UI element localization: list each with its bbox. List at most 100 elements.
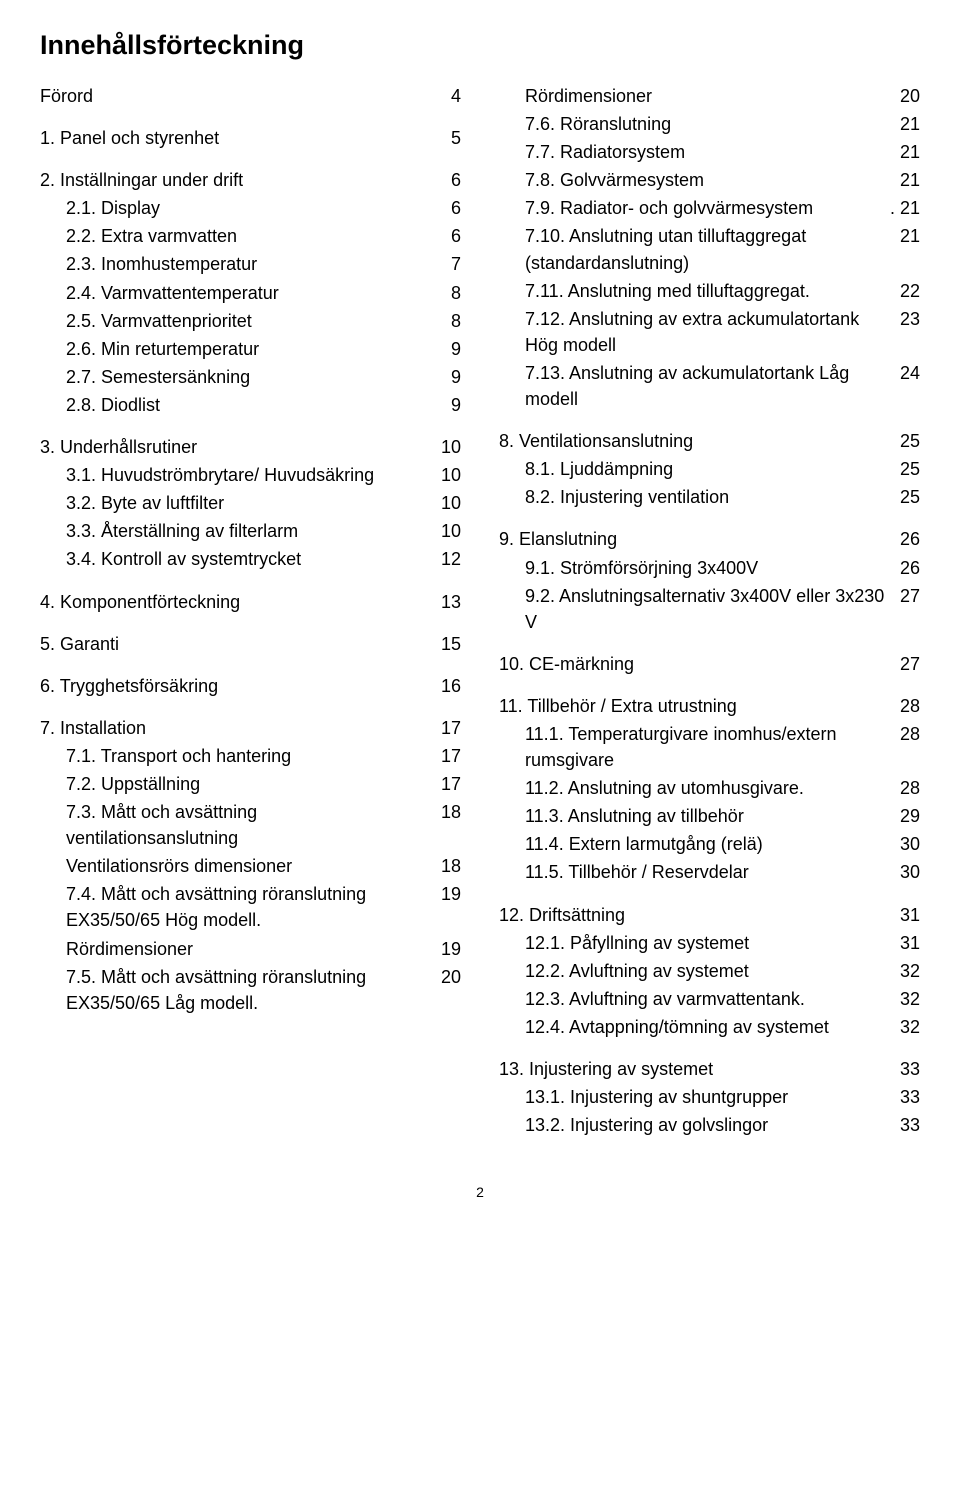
toc-page-number: 21 (896, 139, 920, 165)
toc-label: Rördimensioner (525, 83, 652, 109)
toc-entry: 3.1. Huvudströmbrytare/ Huvudsäkring10 (40, 462, 461, 488)
toc-page-number: 26 (896, 526, 920, 552)
toc-page-number: 10 (437, 490, 461, 516)
toc-group: Rördimensioner207.6. Röranslutning217.7.… (499, 83, 920, 412)
toc-entry: 9.1. Strömförsörjning 3x400V26 (499, 555, 920, 581)
toc-page-number: . 21 (886, 195, 920, 221)
toc-entry: 2.6. Min returtemperatur 9 (40, 336, 461, 362)
toc-group: 1. Panel och styrenhet5 (40, 125, 461, 151)
toc-page-number: 29 (896, 803, 920, 829)
toc-entry: 2.4. Varmvattentemperatur8 (40, 280, 461, 306)
toc-page-number: 21 (896, 223, 920, 249)
toc-page-number: 8 (447, 308, 461, 334)
toc-label: 2.6. Min returtemperatur (66, 336, 259, 362)
toc-entry: 2.1. Display6 (40, 195, 461, 221)
toc-page-number: 27 (896, 583, 920, 609)
toc-page-number: 25 (896, 456, 920, 482)
toc-page-number: 9 (447, 336, 461, 362)
toc-page-number: 17 (437, 771, 461, 797)
toc-entry: 7.1. Transport och hantering17 (40, 743, 461, 769)
toc-page-number: 21 (896, 111, 920, 137)
toc-entry: Ventilationsrörs dimensioner18 (40, 853, 461, 879)
toc-entry: 13. Injustering av systemet33 (499, 1056, 920, 1082)
toc-entry: 12.2. Avluftning av systemet32 (499, 958, 920, 984)
toc-label: 7.9. Radiator- och golvvärmesystem (525, 195, 813, 221)
toc-page-number: 33 (896, 1112, 920, 1138)
toc-label: 11.5. Tillbehör / Reservdelar (525, 859, 749, 885)
toc-entry: 2.3. Inomhustemperatur7 (40, 251, 461, 277)
toc-entry: 7.6. Röranslutning 21 (499, 111, 920, 137)
toc-group: Förord4 (40, 83, 461, 109)
toc-entry: 12.4. Avtappning/tömning av systemet32 (499, 1014, 920, 1040)
toc-entry: 12.1. Påfyllning av systemet 31 (499, 930, 920, 956)
toc-label: 13.1. Injustering av shuntgrupper (525, 1084, 788, 1110)
toc-label: 8.1. Ljuddämpning (525, 456, 673, 482)
toc-page-number: 10 (437, 462, 461, 488)
toc-page-number: 19 (437, 881, 461, 907)
toc-page-number: 18 (437, 853, 461, 879)
toc-label: 9.1. Strömförsörjning 3x400V (525, 555, 758, 581)
toc-label: Rördimensioner (66, 936, 193, 962)
toc-entry: Förord4 (40, 83, 461, 109)
toc-label: 10. CE-märkning (499, 651, 634, 677)
toc-label: 2.8. Diodlist (66, 392, 160, 418)
toc-label: 9. Elanslutning (499, 526, 617, 552)
toc-entry: 9.2. Anslutningsalternativ 3x400V eller … (499, 583, 920, 635)
toc-entry: 2.8. Diodlist 9 (40, 392, 461, 418)
toc-label: 7. Installation (40, 715, 146, 741)
toc-page-number: 17 (437, 715, 461, 741)
toc-label: 12.1. Påfyllning av systemet (525, 930, 749, 956)
toc-entry: 4. Komponentförteckning13 (40, 589, 461, 615)
toc-page-number: 10 (437, 518, 461, 544)
toc-page-number: 18 (437, 799, 461, 825)
toc-page-number: 13 (437, 589, 461, 615)
toc-page-number: 6 (447, 167, 461, 193)
toc-entry: 7.5. Mått och avsättning röranslutning E… (40, 964, 461, 1016)
toc-entry: 7.13. Anslutning av ackumulatortank Låg … (499, 360, 920, 412)
toc-label: 3.2. Byte av luftfilter (66, 490, 224, 516)
toc-label: 5. Garanti (40, 631, 119, 657)
toc-page-number: 7 (447, 251, 461, 277)
toc-page-number: 22 (896, 278, 920, 304)
toc-page-number: 33 (896, 1084, 920, 1110)
toc-entry: 11.5. Tillbehör / Reservdelar30 (499, 859, 920, 885)
toc-entry: 13.2. Injustering av golvslingor33 (499, 1112, 920, 1138)
toc-entry: 8.2. Injustering ventilation25 (499, 484, 920, 510)
toc-entry: 1. Panel och styrenhet5 (40, 125, 461, 151)
toc-page-number: 31 (896, 930, 920, 956)
toc-page-number: 9 (447, 392, 461, 418)
toc-page-number: 24 (896, 360, 920, 386)
toc-entry: 5. Garanti 15 (40, 631, 461, 657)
toc-label: 11.3. Anslutning av tillbehör (525, 803, 744, 829)
toc-group: 12. Driftsättning3112.1. Påfyllning av s… (499, 902, 920, 1040)
toc-page-number: 12 (437, 546, 461, 572)
toc-page-number: 27 (896, 651, 920, 677)
toc-label: 1. Panel och styrenhet (40, 125, 219, 151)
toc-label: 7.6. Röranslutning (525, 111, 671, 137)
toc-group: 7. Installation177.1. Transport och hant… (40, 715, 461, 1016)
toc-entry: 7.9. Radiator- och golvvärmesystem . 21 (499, 195, 920, 221)
toc-label: 3.4. Kontroll av systemtrycket (66, 546, 301, 572)
page-title: Innehållsförteckning (40, 30, 920, 61)
toc-entry: 7.7. Radiatorsystem21 (499, 139, 920, 165)
toc-label: 7.11. Anslutning med tilluftaggregat. (525, 278, 810, 304)
toc-group: 2. Inställningar under drift62.1. Displa… (40, 167, 461, 418)
toc-label: 7.1. Transport och hantering (66, 743, 291, 769)
toc-entry: Rördimensioner19 (40, 936, 461, 962)
toc-entry: 11. Tillbehör / Extra utrustning28 (499, 693, 920, 719)
toc-page-number: 15 (437, 631, 461, 657)
toc-entry: 11.2. Anslutning av utomhusgivare.28 (499, 775, 920, 801)
toc-label: 7.13. Anslutning av ackumulatortank Låg … (525, 360, 890, 412)
toc-label: 3.3. Återställning av filterlarm (66, 518, 298, 544)
toc-label: 11.1. Temperaturgivare inomhus/extern ru… (525, 721, 890, 773)
toc-label: 11.2. Anslutning av utomhusgivare. (525, 775, 804, 801)
toc-label: 7.2. Uppställning (66, 771, 200, 797)
toc-page-number: 32 (896, 1014, 920, 1040)
toc-page-number: 28 (896, 693, 920, 719)
toc-entry: 8. Ventilationsanslutning25 (499, 428, 920, 454)
toc-page-number: 32 (896, 958, 920, 984)
toc-page-number: 20 (896, 83, 920, 109)
toc-entry: 3. Underhållsrutiner10 (40, 434, 461, 460)
toc-group: 4. Komponentförteckning13 (40, 589, 461, 615)
toc-page-number: 25 (896, 484, 920, 510)
